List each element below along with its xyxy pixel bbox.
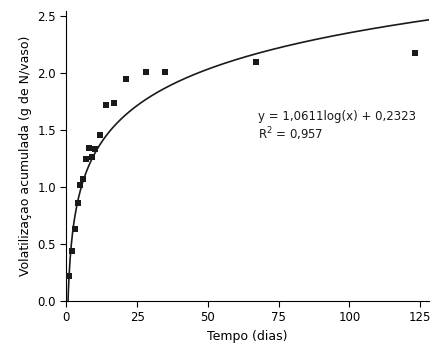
- Point: [88, 155, 95, 160]
- Point: [111, 100, 118, 106]
- Point: [80, 176, 87, 182]
- Point: [65, 273, 72, 279]
- Point: [142, 69, 149, 75]
- Point: [85, 146, 92, 151]
- Point: [83, 156, 90, 161]
- Point: [91, 147, 98, 152]
- Point: [122, 76, 130, 82]
- Y-axis label: Volatilizaçao acumulada (g de N/vaso): Volatilizaçao acumulada (g de N/vaso): [19, 36, 32, 276]
- Point: [77, 182, 84, 188]
- Point: [69, 248, 76, 254]
- Point: [252, 59, 259, 64]
- X-axis label: Tempo (dias): Tempo (dias): [207, 330, 288, 343]
- Text: y = 1,0611log(x) + 0,2323
R$^2$ = 0,957: y = 1,0611log(x) + 0,2323 R$^2$ = 0,957: [259, 110, 416, 144]
- Point: [411, 50, 418, 55]
- Point: [74, 200, 81, 206]
- Point: [162, 69, 169, 75]
- Point: [71, 226, 78, 232]
- Point: [103, 102, 110, 108]
- Point: [97, 132, 104, 138]
